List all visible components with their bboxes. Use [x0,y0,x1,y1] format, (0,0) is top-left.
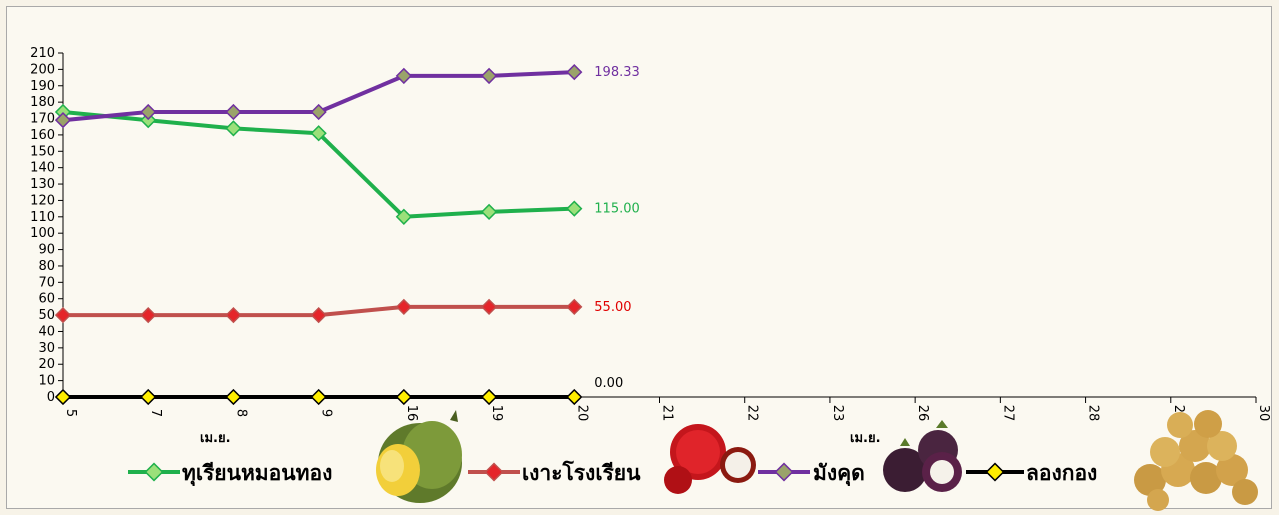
legend-label-longkong: ลองกอง [1026,461,1097,485]
data-point [225,103,242,121]
x-tick-label: 21 [660,405,675,422]
y-tick-label: 70 [38,275,55,290]
legend-item-durian: ทุเรียนหมอนทอง [128,461,332,487]
x-tick-label: 8 [233,409,248,417]
data-point [310,306,327,324]
chart-frame [6,6,1272,509]
data-point [395,67,412,85]
end-value-label: 55.00 [594,300,631,315]
data-point [225,120,242,137]
data-point [54,388,72,406]
x-tick-label: 22 [745,405,760,422]
data-point [395,208,412,225]
y-tick-label: 0 [47,390,55,405]
y-tick-label: 180 [30,95,55,110]
x-tick-label: 9 [319,409,334,417]
data-labels: 55.00 115.00 198.33 0.00 [594,65,640,391]
end-value-label: 115.00 [594,202,640,217]
series-layer [54,63,583,406]
y-tick-label: 100 [30,226,55,241]
data-point [140,103,157,121]
y-tick-label: 120 [30,193,55,208]
y-tick-label: 130 [30,177,55,192]
x-tick-label: 28 [1086,405,1101,422]
x-tick-label: 23 [830,405,845,422]
data-point [54,306,72,324]
data-point [140,388,157,406]
data-point [480,298,498,316]
legend-item-mangosteen: มังคุด [758,461,865,487]
data-point [310,125,327,142]
x-tick-label: 27 [1000,405,1015,422]
data-point [566,63,583,81]
data-point [566,388,583,406]
legend-label-durian: ทุเรียนหมอนทอง [182,461,332,487]
data-point [566,298,583,316]
data-point [480,67,498,85]
axes: 0102030405060708090100110120130140150160… [30,46,1271,421]
data-point [480,388,498,406]
data-point [395,298,412,316]
legend-label-mangosteen: มังคุด [813,461,865,487]
x-tick-label: 20 [574,405,589,422]
data-point [140,112,157,129]
x-tick-label: 16 [404,405,419,422]
x-tick-label: 19 [489,405,504,422]
y-tick-label: 90 [38,243,55,258]
y-tick-label: 20 [38,357,55,372]
data-point [480,203,498,221]
legend-item-rambutan: เงาะโรงเรียน [468,460,641,485]
x-tick-label: 26 [915,405,930,422]
legend-label-rambutan: เงาะโรงเรียน [522,460,641,485]
y-tick-label: 60 [38,292,55,307]
rambutan-image [664,424,756,494]
y-tick-label: 210 [30,46,55,61]
y-tick-label: 170 [30,112,55,127]
data-point [395,388,412,406]
end-value-label: 198.33 [594,65,640,80]
data-point [310,103,327,121]
data-point [140,306,157,324]
data-point [310,388,327,406]
y-tick-label: 30 [38,341,55,356]
y-tick-label: 200 [30,62,55,77]
month-label-right: เม.ย. [850,431,881,446]
end-value-label: 0.00 [594,376,623,391]
mangosteen-image [883,420,962,492]
y-tick-label: 50 [38,308,55,323]
y-tick-label: 190 [30,79,55,94]
y-tick-label: 80 [38,259,55,274]
data-point [54,103,72,121]
durian-image [376,410,462,503]
data-point [225,306,242,324]
y-tick-label: 140 [30,161,55,176]
x-tick-label: 30 [1256,405,1271,422]
y-tick-label: 150 [30,144,55,159]
y-tick-label: 40 [38,324,55,339]
legend-item-longkong: ลองกอง [966,461,1097,485]
x-tick-label: 7 [148,409,163,417]
y-tick-label: 10 [38,374,55,389]
y-tick-label: 110 [30,210,55,225]
data-point [566,200,583,217]
data-point [225,388,242,406]
longkong-image [1134,410,1258,511]
x-tick-label: 5 [63,409,78,417]
data-point [54,112,72,129]
legend: ทุเรียนหมอนทอง เงาะโรงเรียน มังคุด [128,410,1258,511]
month-label-left: เม.ย. [200,431,231,446]
y-tick-label: 160 [30,128,55,143]
